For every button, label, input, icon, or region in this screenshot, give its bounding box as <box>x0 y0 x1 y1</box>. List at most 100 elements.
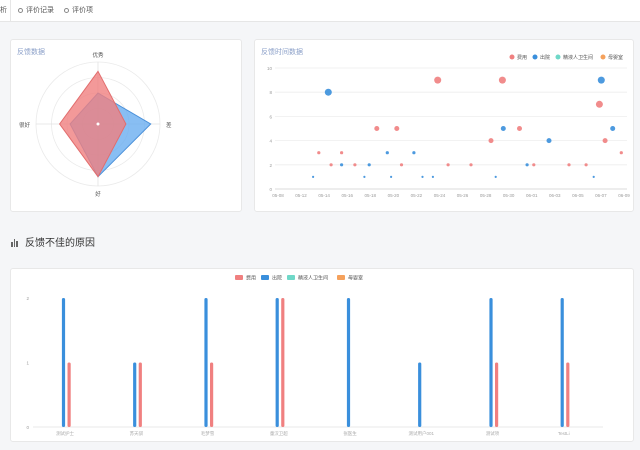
scatter-x-tick-label: 05-16 <box>341 193 353 198</box>
bar-mark <box>489 298 493 427</box>
scatter-y-tick-label: 4 <box>269 139 272 144</box>
radar-card-title: 反馈数据 <box>17 49 45 56</box>
bar-mark <box>210 362 214 427</box>
bar-x-tick-label: 测试用户001 <box>409 430 435 437</box>
tab-label: 评价项 <box>72 7 93 14</box>
bar-legend-marker <box>235 275 243 280</box>
scatter-point <box>374 126 380 131</box>
scatter-point <box>431 175 434 178</box>
bar-mark <box>204 298 208 427</box>
scatter-point <box>546 138 552 144</box>
scatter-point <box>340 151 344 155</box>
bar-legend-label: 精液人卫生间 <box>298 275 328 282</box>
scatter-point <box>367 163 371 167</box>
scatter-point <box>610 126 616 131</box>
scatter-point <box>567 163 571 167</box>
scatter-card-title: 反馈时间数据 <box>261 49 303 56</box>
bar-chart: 0 1 2 测试护士 苏天骐 毛梦雪 童汉卫超 张医生 测试用户001 测试项 TestLi 费用 出院… <box>26 275 603 437</box>
bar-mark <box>138 362 142 427</box>
radar-series-area <box>58 70 127 178</box>
bar-mark <box>566 362 570 427</box>
bar-chart-icon <box>11 239 18 248</box>
scatter-point <box>434 76 442 84</box>
scatter-point <box>385 151 389 155</box>
bar-legend-marker <box>287 275 295 280</box>
circle-icon <box>64 7 69 13</box>
scatter-legend-marker <box>600 54 606 60</box>
bar-legend-marker <box>261 275 269 280</box>
scatter-point <box>592 175 595 178</box>
scatter-x-tick-label: 06-01 <box>526 193 538 198</box>
scatter-point <box>324 88 332 96</box>
tab-bar: 析 评价记录 评价项 <box>0 0 640 22</box>
radar-indicator-label: 好 <box>95 190 101 198</box>
scatter-point <box>525 163 529 167</box>
scatter-point <box>363 175 366 178</box>
scatter-point <box>421 175 424 178</box>
scatter-x-tick-label: 05-14 <box>318 193 330 198</box>
scatter-point <box>500 126 506 131</box>
scatter-legend-label: 母婴室 <box>608 54 623 61</box>
bar-x-tick-label: 童汉卫超 <box>270 430 288 437</box>
scatter-point <box>312 175 315 178</box>
radar-indicator-label: 差 <box>166 121 172 129</box>
scatter-x-tick-label: 05-30 <box>503 193 515 198</box>
scatter-x-tick-label: 06-03 <box>549 193 561 198</box>
bar-card: 0 1 2 测试护士 苏天骐 毛梦雪 童汉卫超 张医生 测试用户001 测试项 TestLi 费用 出院… <box>10 268 634 442</box>
scatter-point <box>619 151 623 155</box>
scatter-point <box>584 163 588 167</box>
scatter-point <box>412 151 416 155</box>
bar-mark <box>560 298 564 427</box>
scatter-x-tick-label: 05-12 <box>295 193 307 198</box>
section-title-text: 反馈不佳的原因 <box>25 238 95 249</box>
scatter-chart: 0 2 4 6 8 10 05-08 05-12 05-14 05-16 05-18 05-20 05-… <box>267 54 630 198</box>
radar-card: 反馈数据 优秀差好 很好 <box>10 39 242 212</box>
bar-mark <box>275 298 279 427</box>
scatter-point <box>340 163 344 167</box>
scatter-point <box>317 151 321 155</box>
bar-x-tick-label: 毛梦雪 <box>201 430 215 437</box>
scatter-x-tick-label: 05-28 <box>480 193 492 198</box>
scatter-x-tick-label: 06-05 <box>572 193 584 198</box>
tab-review-records[interactable]: 评价记录 <box>18 0 56 21</box>
section-title: 反馈不佳的原因 <box>11 234 95 249</box>
tab-label: 析 <box>0 7 7 14</box>
bar-x-tick-label: 测试护士 <box>56 430 74 437</box>
scatter-point <box>390 175 393 178</box>
scatter-point <box>353 163 357 167</box>
scatter-point <box>446 163 450 167</box>
scatter-point <box>498 76 506 84</box>
bar-y-tick-label: 2 <box>26 296 29 301</box>
scatter-legend-marker <box>509 54 515 60</box>
scatter-y-tick-label: 10 <box>267 66 273 71</box>
scatter-y-tick-label: 8 <box>269 90 272 95</box>
bar-mark <box>281 298 285 427</box>
bar-mark <box>133 362 137 427</box>
scatter-point <box>488 138 494 144</box>
scatter-point <box>602 138 608 144</box>
bar-mark <box>418 362 422 427</box>
bar-x-tick-label: 张医生 <box>343 430 357 437</box>
scatter-legend-label: 费用 <box>517 54 527 61</box>
scatter-x-tick-label: 06-07 <box>595 193 607 198</box>
bar-mark <box>495 362 499 427</box>
scatter-point <box>399 163 404 167</box>
scatter-x-tick-label: 05-20 <box>388 193 400 198</box>
bar-legend-label: 母婴室 <box>348 275 363 282</box>
scatter-point <box>532 163 536 167</box>
bar-x-tick-label: 苏天骐 <box>130 430 144 437</box>
scatter-x-tick-label: 05-26 <box>457 193 469 198</box>
bar-mark <box>346 298 351 427</box>
tab-analysis[interactable]: 析 <box>0 0 11 21</box>
scatter-x-tick-label: 06-09 <box>618 193 630 198</box>
scatter-card: 反馈时间数据 0 2 4 6 8 10 05-08 05-12 05-14 05-16 05-18 0… <box>254 39 634 212</box>
scatter-legend-marker <box>532 54 538 60</box>
circle-icon <box>18 7 23 13</box>
tab-review-items[interactable]: 评价项 <box>64 0 100 21</box>
scatter-y-tick-label: 2 <box>269 163 272 168</box>
scatter-point <box>595 100 603 108</box>
scatter-point <box>494 175 497 178</box>
bar-legend-label: 出院 <box>272 275 282 282</box>
radar-indicator-label: 优秀 <box>92 51 104 59</box>
scatter-x-tick-label: 05-08 <box>272 193 284 198</box>
